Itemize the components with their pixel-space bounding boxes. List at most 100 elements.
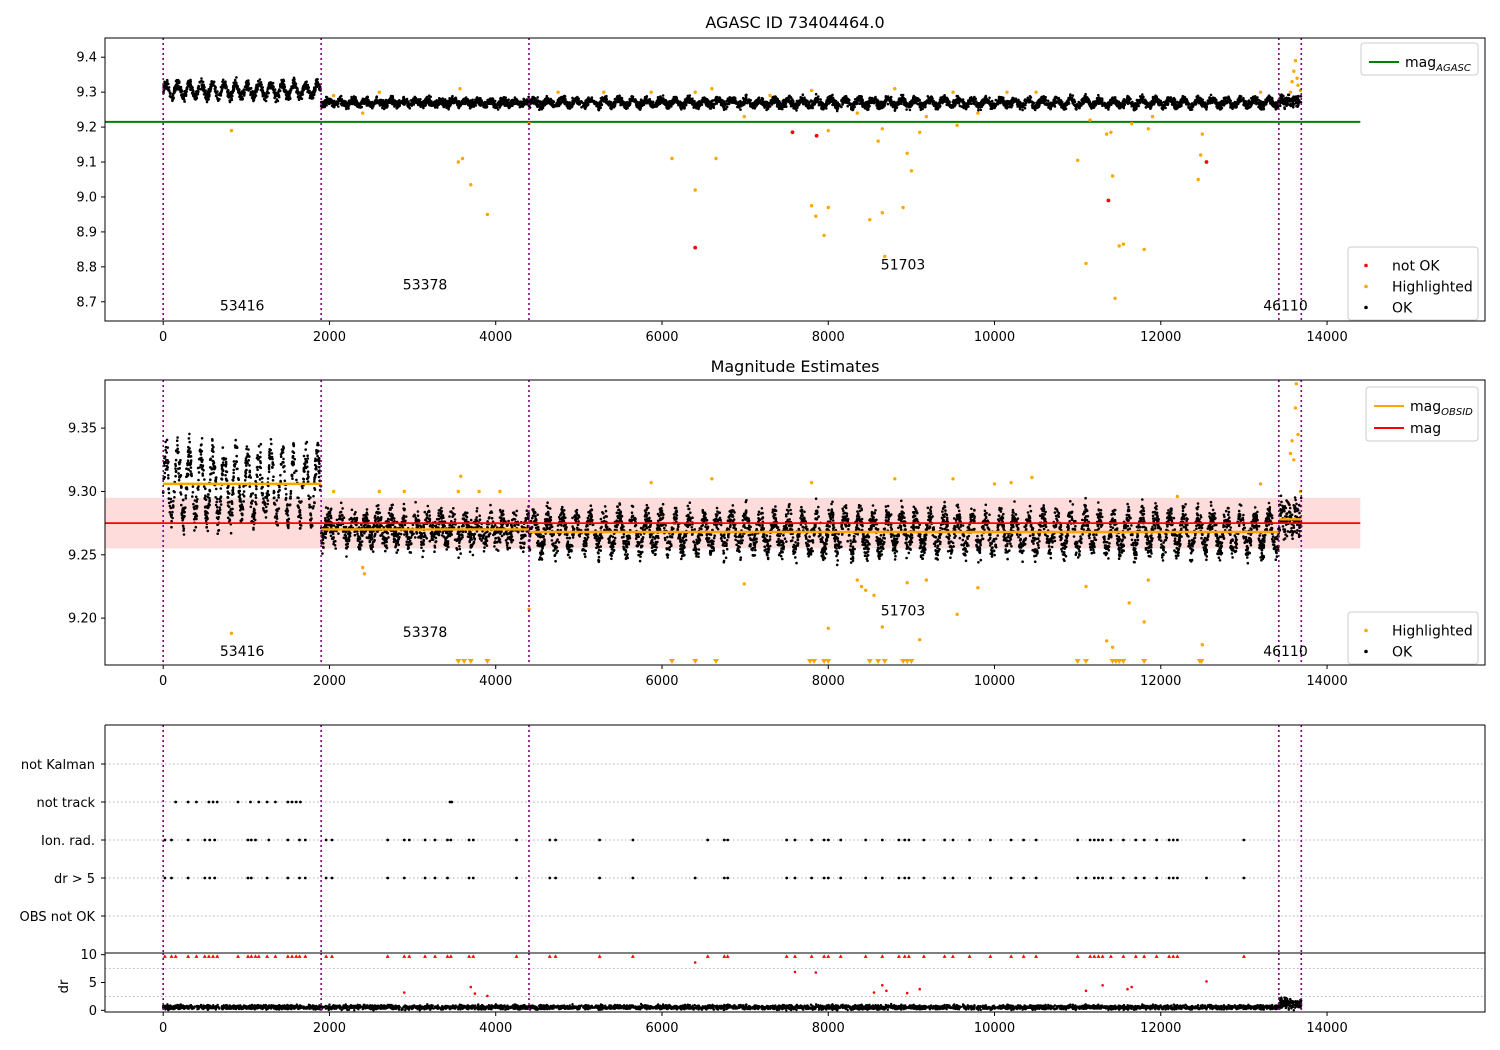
ok-point <box>1222 96 1226 100</box>
ok-point <box>989 101 992 105</box>
ok-point <box>835 109 839 113</box>
ok-point <box>209 83 212 86</box>
ok-point <box>252 99 255 103</box>
ok-point <box>508 105 512 109</box>
ok-point <box>290 85 293 88</box>
ok-point <box>955 94 959 98</box>
ok-point <box>168 92 172 96</box>
ok-point <box>456 103 459 107</box>
ok-point <box>475 96 479 99</box>
ok-point <box>945 100 948 104</box>
ok-point <box>191 91 194 94</box>
ok-point <box>173 91 176 94</box>
ok-point <box>353 96 357 99</box>
ok-point <box>481 101 484 104</box>
ok-point <box>448 102 452 106</box>
ok-point <box>375 100 378 104</box>
ok-point <box>421 104 424 108</box>
ok-point <box>194 98 197 101</box>
ok-point <box>984 94 988 98</box>
ok-point <box>492 103 495 106</box>
ok-point <box>518 105 522 109</box>
ok-point <box>568 101 572 104</box>
ok-point <box>202 89 206 93</box>
ok-point <box>205 100 209 104</box>
ok-point <box>378 98 382 102</box>
ok-point <box>428 98 432 102</box>
ok-point <box>167 89 170 92</box>
ok-point <box>628 101 632 105</box>
ok-point <box>345 107 348 111</box>
ok-point <box>908 108 912 112</box>
ok-point <box>315 81 319 84</box>
ok-point <box>309 96 313 99</box>
ok-point <box>285 93 289 96</box>
ok-point <box>486 101 490 104</box>
ok-point <box>722 106 725 109</box>
ok-point <box>417 98 420 101</box>
ok-point <box>501 99 504 102</box>
ok-point <box>191 86 194 89</box>
ok-point <box>299 92 302 95</box>
ok-point <box>347 102 351 105</box>
ok-point <box>396 100 399 103</box>
ok-point <box>257 83 260 86</box>
ok-point <box>284 89 287 92</box>
ok-point <box>201 85 205 88</box>
ok-point <box>1029 96 1033 99</box>
ok-point <box>211 80 215 84</box>
ok-point <box>214 86 217 89</box>
ok-point <box>410 102 414 106</box>
ok-point <box>250 91 253 94</box>
ok-point <box>1239 95 1243 98</box>
ok-points <box>162 76 1303 113</box>
ok-point <box>1046 99 1050 103</box>
ok-point <box>359 101 363 104</box>
ok-point <box>259 88 263 92</box>
ok-point <box>228 99 231 102</box>
ok-point <box>449 98 453 102</box>
ok-point <box>1209 93 1213 97</box>
ok-point <box>292 78 296 82</box>
ok-point <box>199 87 203 91</box>
ok-point <box>507 98 510 101</box>
ok-point <box>351 101 355 105</box>
ok-point <box>370 103 374 106</box>
ok-point <box>364 98 367 101</box>
ok-point <box>400 99 404 103</box>
ok-point <box>315 78 319 81</box>
ok-point <box>255 88 259 92</box>
ok-point <box>186 81 190 84</box>
ok-point <box>801 93 805 96</box>
ok-point <box>496 108 500 111</box>
ok-point <box>938 104 942 108</box>
ok-point <box>651 106 655 109</box>
ok-point <box>426 100 429 103</box>
ok-point <box>418 100 422 104</box>
ok-point <box>239 98 242 101</box>
ok-point <box>988 96 991 100</box>
ok-point <box>221 87 224 90</box>
ok-point <box>272 85 275 88</box>
ok-point <box>478 100 481 104</box>
ok-point <box>296 90 299 94</box>
ok-point <box>182 95 186 98</box>
ok-point <box>230 91 234 95</box>
ok-point <box>900 93 903 97</box>
ok-point <box>297 95 300 98</box>
ok-point <box>422 99 425 103</box>
ok-point <box>433 101 437 105</box>
ok-point <box>235 76 238 79</box>
ok-point <box>207 91 211 94</box>
ok-point <box>413 97 416 101</box>
ok-point <box>217 93 220 96</box>
ok-point <box>196 90 199 93</box>
ok-point <box>851 102 855 106</box>
ok-point <box>1187 105 1190 108</box>
ok-point <box>464 97 467 101</box>
ok-point <box>442 99 446 102</box>
ok-point <box>737 102 740 106</box>
ok-point <box>522 99 526 103</box>
ok-point <box>443 104 447 108</box>
ok-point <box>356 103 360 107</box>
